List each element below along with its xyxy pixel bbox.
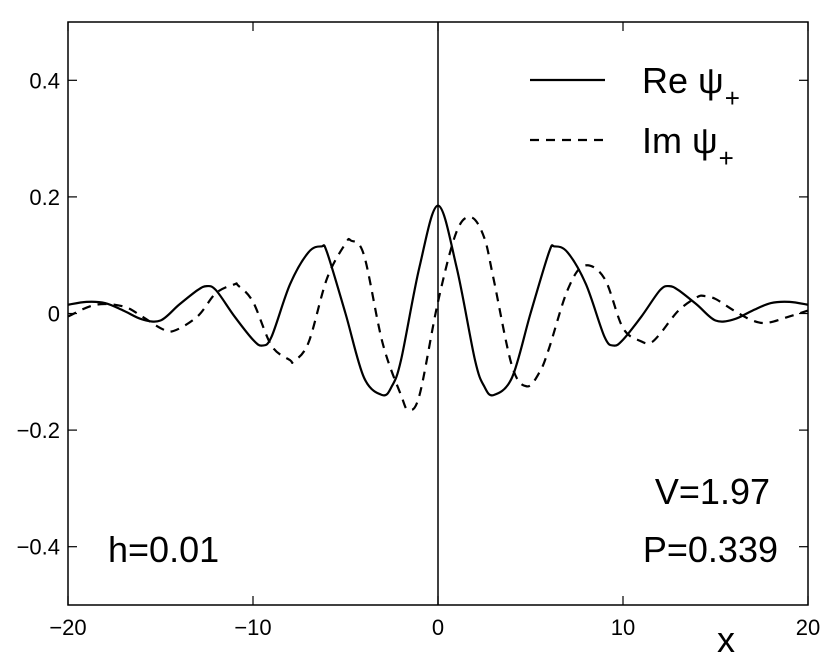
legend-label-im: Im ψ+ [642,120,734,173]
legend-label-re: Re ψ+ [642,60,740,113]
x-tick-label: 20 [796,615,820,640]
x-axis-label: x [717,619,735,660]
annotation-h: h=0.01 [108,529,219,570]
y-tick-label: −0.2 [17,418,60,443]
annotation-v: V=1.97 [655,471,770,512]
x-tick-label: −20 [49,615,86,640]
y-tick-label: 0 [48,302,60,327]
legend: Re ψ+ Im ψ+ [530,60,740,173]
annotation-p: P=0.339 [643,529,778,570]
x-tick-label: 10 [611,615,635,640]
x-tick-label: −10 [234,615,271,640]
y-tick-label: 0.4 [29,68,60,93]
y-tick-label: 0.2 [29,185,60,210]
x-tick-label: 0 [432,615,444,640]
series-group [67,204,809,412]
axis-ticks: −20 −10 0 10 20 −0.4 −0.2 0 0.2 0.4 [17,22,820,640]
series-line-re-psi [67,204,809,397]
series-line-im-psi [67,215,809,412]
y-tick-label: −0.4 [17,535,60,560]
